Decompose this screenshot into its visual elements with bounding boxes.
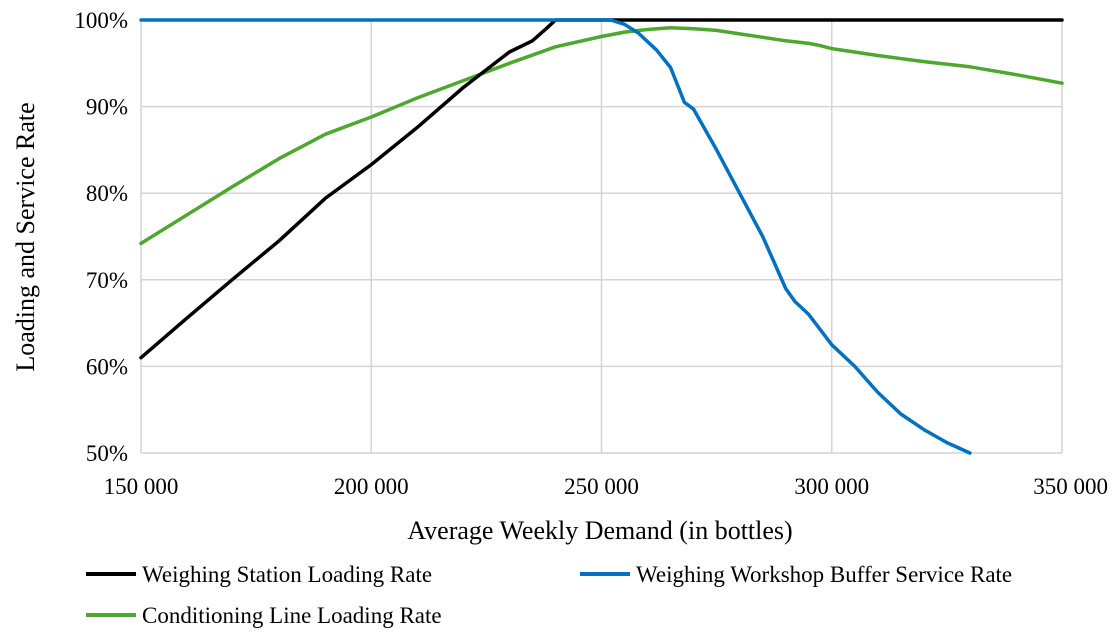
y-tick-label: 90% (86, 95, 128, 120)
legend-label-weighing-station-loading-rate: Weighing Station Loading Rate (142, 562, 432, 587)
x-tick-label: 200 000 (334, 474, 409, 499)
legend-label-weighing-workshop-buffer-service-rate: Weighing Workshop Buffer Service Rate (636, 562, 1012, 587)
y-axis-title: Loading and Service Rate (11, 102, 40, 371)
grid-lines (140, 19, 1063, 454)
legend-label-conditioning-line-loading-rate: Conditioning Line Loading Rate (142, 603, 442, 628)
y-tick-label: 50% (86, 441, 128, 466)
weighing-workshop-buffer-service-rate-line (139, 18, 972, 455)
y-tick-label: 100% (74, 8, 128, 33)
y-tick-label: 60% (86, 354, 128, 379)
conditioning-line-loading-rate-line (139, 26, 1064, 246)
y-tick-label: 70% (86, 268, 128, 293)
x-tick-label: 150 000 (104, 474, 179, 499)
x-tick-label: 250 000 (564, 474, 639, 499)
x-tick-label: 300 000 (794, 474, 869, 499)
y-tick-label: 80% (86, 181, 128, 206)
weighing-station-loading-rate-line (139, 18, 1064, 360)
x-tick-label: 350 000 (1033, 474, 1108, 499)
legend: Weighing Station Loading Rate Weighing Wo… (86, 562, 1012, 628)
y-axis-ticks: 50% 60% 70% 80% 90% 100% (74, 8, 128, 466)
x-axis-ticks: 150 000 200 000 250 000 300 000 350 000 (104, 474, 1108, 499)
x-axis-title: Average Weekly Demand (in bottles) (407, 516, 792, 545)
series-lines (139, 18, 1064, 455)
